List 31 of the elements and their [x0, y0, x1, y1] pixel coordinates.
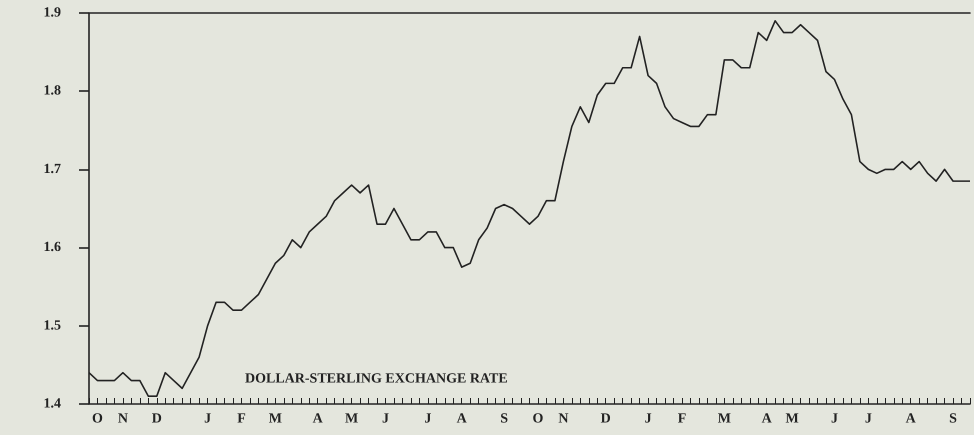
y-tick-label: 1.6 [44, 240, 61, 256]
x-tick-label: A [456, 412, 468, 426]
x-tick-label: F [237, 412, 246, 426]
x-tick-label: M [718, 412, 731, 426]
text: DOLLAR-STERLING EXCHANGE RATE [245, 372, 508, 386]
x-tick-label: J [424, 412, 432, 426]
x-tick-label: F [678, 412, 686, 426]
x-tick-label: M [268, 412, 282, 426]
x-tick-label: S [949, 412, 958, 426]
x-tick-label: A [762, 412, 773, 426]
x-tick-label: J [382, 412, 389, 426]
x-tick-label: J [204, 412, 212, 426]
x-tick-label: N [118, 412, 128, 426]
x-tick-label: A [906, 412, 917, 426]
x-tick-label: J [864, 412, 872, 426]
x-tick-label: O [532, 412, 544, 426]
x-tick-label: D [152, 412, 162, 426]
x-tick-label: A [312, 412, 324, 426]
y-tick-label: 1.9 [44, 6, 61, 20]
y-tick-label: 1.4 [44, 396, 61, 412]
x-tick-label: M [785, 412, 799, 426]
x-tick-label: O [92, 412, 104, 426]
y-tick-label: 1.5 [44, 318, 61, 334]
x-tick-label: N [558, 412, 568, 426]
x-tick-label: J [644, 412, 652, 426]
x-tick-label: D [600, 412, 611, 426]
y-tick-label: 1.7 [44, 162, 61, 177]
x-tick-label: J [830, 412, 838, 426]
x-tick-label: S [500, 412, 508, 426]
y-tick-label: 1.8 [44, 84, 61, 99]
x-tick-label: M [344, 412, 358, 426]
